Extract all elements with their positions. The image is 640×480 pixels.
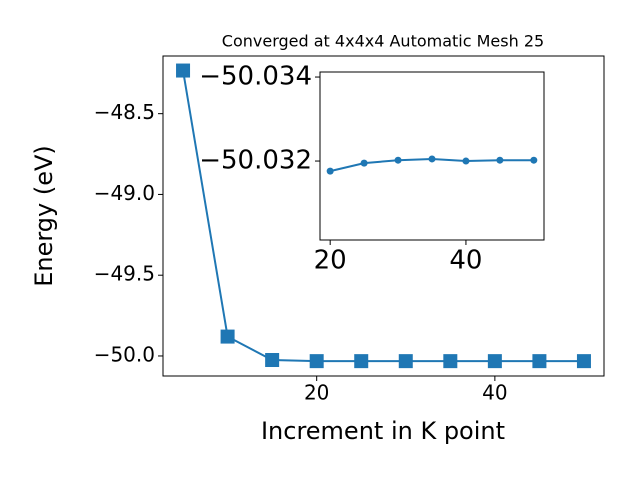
marker <box>220 329 235 344</box>
marker <box>496 156 504 164</box>
marker <box>326 167 334 175</box>
marker <box>487 354 502 369</box>
marker <box>443 354 458 369</box>
x-tick-label: 20 <box>304 381 329 405</box>
y-tick-label: −49.0 <box>94 181 155 205</box>
marker <box>265 353 280 368</box>
series-line <box>182 70 584 363</box>
y-tick-label: −49.5 <box>94 262 155 286</box>
x-tick-label: 20 <box>314 246 347 276</box>
marker <box>354 354 369 369</box>
marker <box>462 157 470 165</box>
marker <box>360 159 368 167</box>
marker <box>576 354 591 369</box>
y-tick-label: −50.0 <box>94 342 155 366</box>
axes-frame <box>319 71 545 241</box>
y-tick-label: −48.5 <box>94 100 155 124</box>
y-axis-label: Energy (eV) <box>30 145 58 287</box>
marker <box>428 155 436 163</box>
chart-title: Converged at 4x4x4 Automatic Mesh 25 <box>222 32 544 51</box>
axes-frame <box>162 55 605 377</box>
y-tick-label: −50.034 <box>199 62 312 92</box>
y-tick-label: −50.032 <box>199 146 312 176</box>
x-tick-label: 40 <box>449 246 482 276</box>
marker <box>532 354 547 369</box>
marker <box>394 156 402 164</box>
marker <box>309 354 324 369</box>
marker <box>530 156 538 164</box>
x-axis-label: Increment in K point <box>261 417 505 445</box>
x-tick-label: 40 <box>482 381 507 405</box>
marker <box>176 63 191 78</box>
marker <box>398 354 413 369</box>
